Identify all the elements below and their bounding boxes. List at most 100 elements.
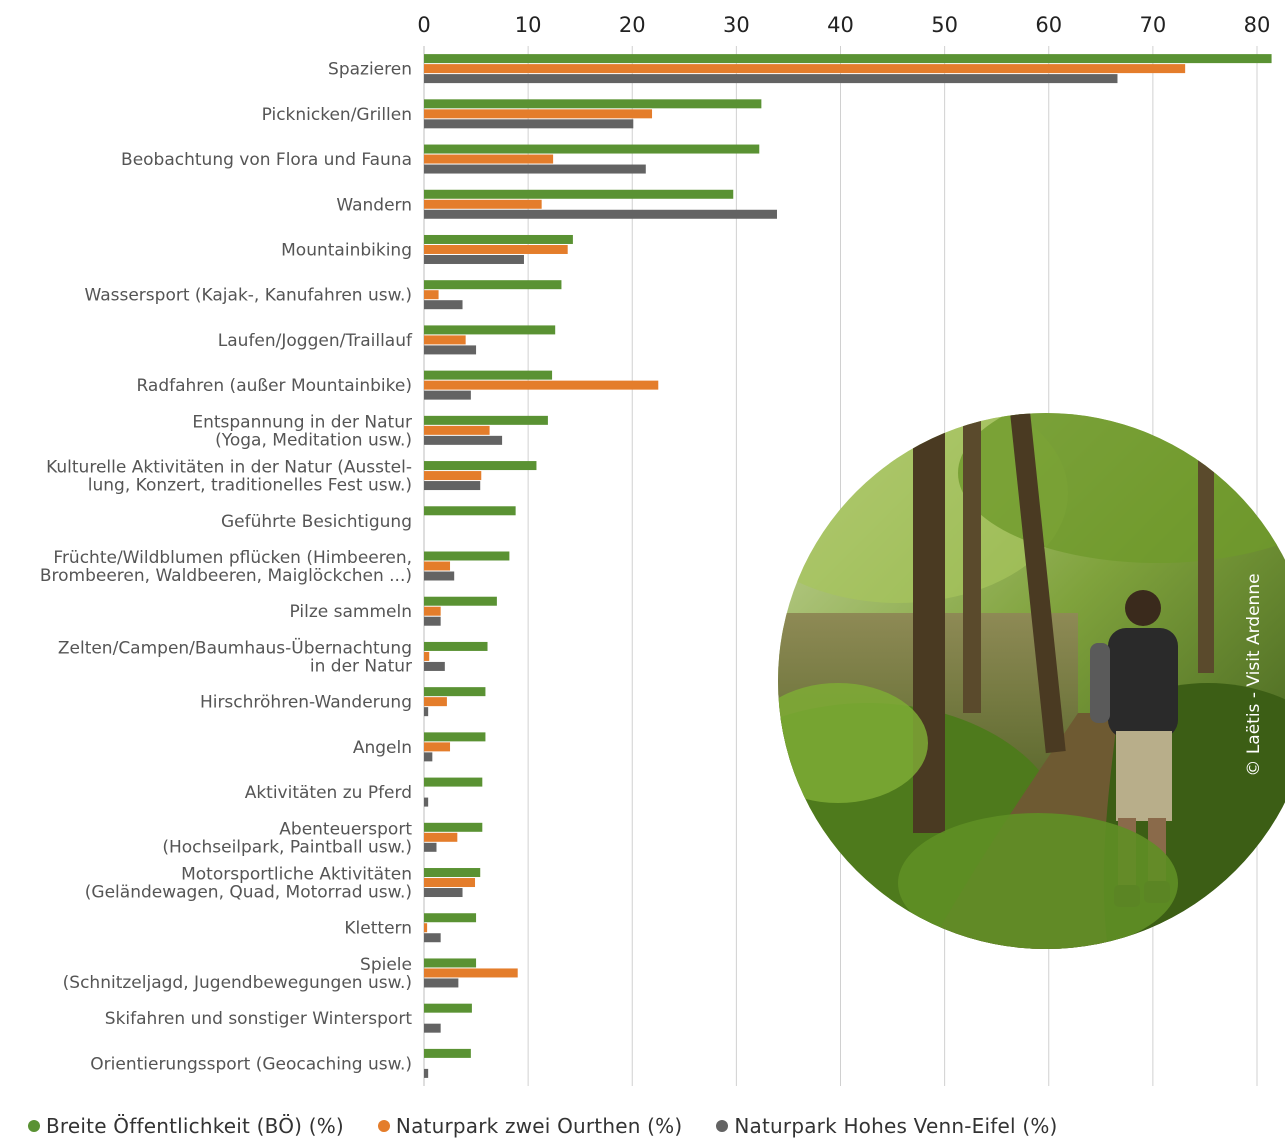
category-label-line: Zelten/Campen/Baumhaus-Übernachtung xyxy=(58,636,412,658)
category-label: Abenteuersport (Hochseilpark, Paintball u… xyxy=(162,819,412,857)
legend-dot-icon xyxy=(377,1120,390,1132)
category-label: Picknicken/Grillen xyxy=(262,105,412,125)
bar xyxy=(424,641,488,651)
legend-item-series-1: Breite Öffentlichkeit (BÖ) (%) xyxy=(28,1114,344,1138)
legend-dot-icon xyxy=(28,1120,40,1132)
category-label: Spazieren xyxy=(328,60,412,80)
category-label-line: Pilze sammeln xyxy=(290,602,412,622)
category-label: Hirschröhren-Wanderung xyxy=(200,693,412,713)
bar xyxy=(424,777,483,787)
bar xyxy=(424,506,516,516)
bar xyxy=(424,280,562,290)
category-label: Radfahren (außer Mountainbike) xyxy=(136,376,412,396)
category-label-line: Brombeeren, Waldbeeren, Maiglöckchen ...… xyxy=(40,566,412,586)
category-label-line: Mountainbiking xyxy=(281,240,412,260)
category-label-line: Entspannung in der Natur xyxy=(192,412,412,432)
bar xyxy=(424,290,439,300)
bar xyxy=(424,54,1272,64)
x-tick-label: 0 xyxy=(417,13,430,37)
category-label-line: (Geländewagen, Quad, Motorrad usw.) xyxy=(85,883,412,903)
bar xyxy=(424,832,458,842)
bars xyxy=(424,54,1272,1078)
bar xyxy=(424,144,760,154)
category-label-line: Radfahren (außer Mountainbike) xyxy=(136,376,412,396)
category-label-line: Abenteuersport xyxy=(279,819,412,839)
category-label: Früchte/Wildblumen pflücken (Himbeeren, B… xyxy=(40,548,412,586)
x-tick-label: 40 xyxy=(827,13,854,37)
category-label-line: Geführte Besichtigung xyxy=(221,512,412,532)
category-label: Skifahren und sonstiger Wintersport xyxy=(105,1009,413,1029)
x-tick-label: 20 xyxy=(619,13,646,37)
category-label-line: Laufen/Joggen/Traillauf xyxy=(218,331,413,351)
bar xyxy=(424,822,483,832)
bar xyxy=(424,571,455,581)
bar xyxy=(424,390,471,400)
bar xyxy=(424,481,481,491)
category-label-line: Angeln xyxy=(353,738,412,758)
bar xyxy=(424,797,429,807)
bar xyxy=(424,325,556,335)
category-label-line: Wandern xyxy=(336,195,412,215)
category-label-line: Hirschröhren-Wanderung xyxy=(200,693,412,713)
bar xyxy=(424,164,646,174)
bar xyxy=(424,561,451,571)
bar xyxy=(424,842,437,852)
bar xyxy=(424,651,430,661)
bar xyxy=(424,596,497,606)
bar xyxy=(424,732,486,742)
legend-label: Breite Öffentlichkeit (BÖ) (%) xyxy=(46,1114,344,1138)
x-tick-label: 70 xyxy=(1140,13,1167,37)
category-label: Mountainbiking xyxy=(281,240,412,260)
category-label-line: (Schnitzeljagd, Jugendbewegungen usw.) xyxy=(63,973,412,993)
bar xyxy=(424,254,524,264)
category-label: Aktivitäten zu Pferd xyxy=(245,783,412,803)
bar xyxy=(424,661,445,671)
x-tick-label: 10 xyxy=(515,13,542,37)
bar xyxy=(424,380,659,390)
bar xyxy=(424,415,548,425)
bar xyxy=(424,888,463,898)
category-label-line: Spazieren xyxy=(328,60,412,80)
category-label-line: Früchte/Wildblumen pflücken (Himbeeren, xyxy=(53,548,412,568)
category-label: Klettern xyxy=(344,919,412,939)
legend-item-series-2: Naturpark zwei Ourthen (%) xyxy=(377,1114,683,1138)
bar xyxy=(424,109,653,119)
bar xyxy=(424,551,510,561)
bar xyxy=(424,335,466,345)
legend: Breite Öffentlichkeit (BÖ) (%) Naturpark… xyxy=(28,1114,1058,1138)
category-label: Spiele (Schnitzeljagd, Jugendbewegungen u… xyxy=(63,955,412,993)
bar xyxy=(424,687,486,697)
bar xyxy=(424,742,451,752)
bar xyxy=(424,1068,429,1078)
x-tick-label: 30 xyxy=(723,13,750,37)
bar xyxy=(424,64,1186,74)
category-label-line: Picknicken/Grillen xyxy=(262,105,412,125)
category-label: Geführte Besichtigung xyxy=(221,512,412,532)
bar xyxy=(424,933,441,943)
bar xyxy=(424,913,477,923)
category-label-line: in der Natur xyxy=(310,656,412,676)
x-tick-label: 50 xyxy=(931,13,958,37)
bar-chart: 0 10 20 30 40 50 60 70 80 Spazieren Picknicken/Gr… xyxy=(40,13,1272,1086)
bar xyxy=(424,244,568,254)
x-tick-label: 60 xyxy=(1035,13,1062,37)
legend-label: Naturpark Hohes Venn-Eifel (%) xyxy=(734,1114,1058,1138)
bar xyxy=(424,119,634,129)
bar xyxy=(424,199,542,209)
category-label-line: Orientierungssport (Geocaching usw.) xyxy=(90,1054,412,1074)
category-label: Motorsportliche Aktivitäten (Geländewagen… xyxy=(85,865,412,903)
bar xyxy=(424,978,459,988)
category-label: Zelten/Campen/Baumhaus-Übernachtung in de… xyxy=(58,636,412,676)
category-label-line: Kulturelle Aktivitäten in der Natur (Aus… xyxy=(46,458,412,478)
bar xyxy=(424,878,476,888)
bar xyxy=(424,435,503,445)
category-label-line: Skifahren und sonstiger Wintersport xyxy=(105,1009,413,1029)
bar xyxy=(424,707,429,717)
category-label: Kulturelle Aktivitäten in der Natur (Aus… xyxy=(46,458,412,496)
category-label-line: Motorsportliche Aktivitäten xyxy=(181,865,412,885)
bar xyxy=(424,74,1118,84)
legend-label: Naturpark zwei Ourthen (%) xyxy=(395,1114,683,1138)
bar xyxy=(424,1003,472,1013)
bar xyxy=(424,99,762,109)
bar xyxy=(424,616,441,626)
